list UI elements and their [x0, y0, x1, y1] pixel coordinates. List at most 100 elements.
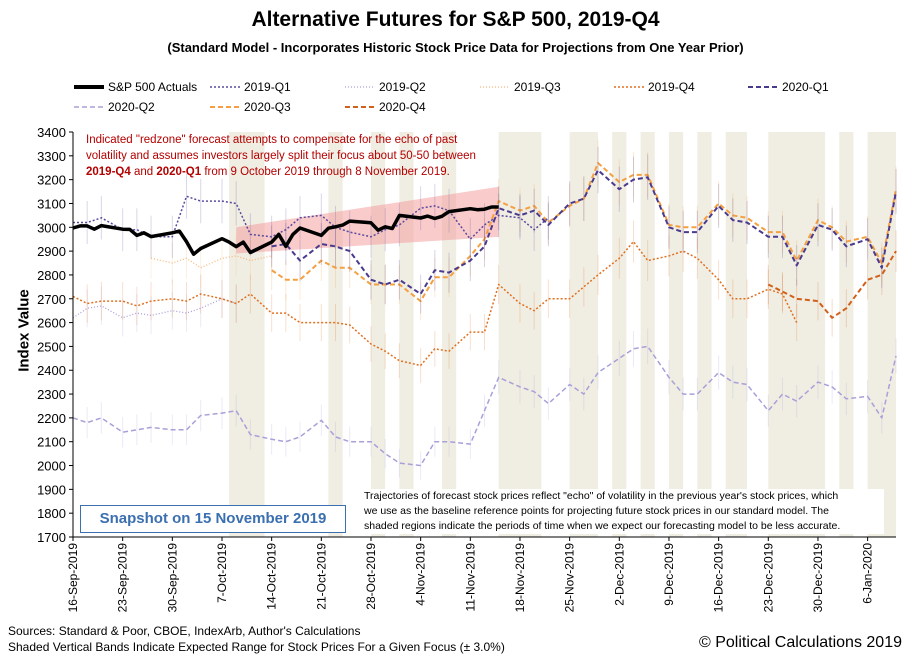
x-tick-label-11: 2-Dec-2019 — [612, 543, 626, 606]
chart-title: Alternative Futures for S&P 500, 2019-Q4 — [251, 8, 660, 31]
redzone-note-q4: 2019-Q4 — [86, 166, 131, 178]
y-tick-label-9: 2600 — [37, 316, 66, 331]
trajectories-note: Trajectories of forecast stock prices re… — [364, 489, 884, 534]
legend-label-q3_19: 2019-Q3 — [514, 80, 561, 94]
legend-label-actual: S&P 500 Actuals — [108, 80, 197, 94]
line-q4_20 — [767, 250, 897, 319]
y-tick-label-4: 2100 — [37, 435, 66, 450]
trajectories-note-line2: we use as the baseline reference points … — [364, 505, 829, 517]
legend-item-actual: S&P 500 Actuals — [74, 80, 197, 94]
sources-text: Sources: Standard & Poor, CBOE, IndexArb… — [8, 624, 361, 638]
legend-label-q4_20: 2020-Q4 — [379, 100, 426, 114]
y-tick-label-5: 2200 — [37, 411, 66, 426]
y-tick-label-0: 1700 — [37, 530, 66, 545]
snapshot-box: Snapshot on 15 November 2019 — [80, 505, 346, 533]
y-tick-label-15: 3200 — [37, 173, 66, 188]
x-tick-label-2: 30-Sep-2019 — [165, 543, 179, 613]
x-tick-label-9: 18-Nov-2019 — [513, 543, 527, 613]
line-q4_19 — [72, 240, 798, 367]
x-tick-label-7: 4-Nov-2019 — [414, 543, 428, 606]
shaded-bands-note: Shaded Vertical Bands Indicate Expected … — [8, 640, 505, 654]
x-tick-label-3: 7-Oct-2019 — [215, 543, 229, 603]
legend-label-q1_19: 2019-Q1 — [244, 80, 291, 94]
x-tick-label-12: 9-Dec-2019 — [662, 543, 676, 606]
legend: S&P 500 Actuals 2019-Q1 2019-Q2 2019-Q3 2019… — [74, 80, 829, 114]
series-q4_20 — [767, 230, 897, 337]
line-q3_20 — [271, 162, 897, 303]
x-tick-label-15: 30-Dec-2019 — [811, 543, 825, 613]
y-tick-label-10: 2700 — [37, 292, 66, 307]
x-tick-label-8: 11-Nov-2019 — [463, 543, 477, 612]
y-tick-label-17: 3400 — [37, 125, 66, 140]
chart-subtitle: (Standard Model - Incorporates Historic … — [167, 40, 744, 55]
series-q2_20 — [72, 328, 897, 480]
redzone-area — [236, 186, 499, 254]
shaded-band-11 — [725, 132, 748, 537]
redzone-note-line2: volatility and assumes investors largely… — [86, 150, 476, 162]
line-q2_20 — [72, 345, 897, 467]
legend-item-q4_19: 2019-Q4 — [614, 80, 695, 94]
x-tick-label-10: 25-Nov-2019 — [563, 543, 577, 613]
series-q3_19 — [150, 235, 273, 289]
y-tick-label-14: 3100 — [37, 196, 66, 211]
x-tick-label-5: 21-Oct-2019 — [314, 543, 328, 610]
redzone-note: Indicated "redzone" forecast attempts to… — [86, 132, 476, 180]
legend-label-q1_20: 2020-Q1 — [782, 80, 829, 94]
x-tick-label-0: 16-Sep-2019 — [66, 543, 80, 613]
legend-item-q2_19: 2019-Q2 — [345, 80, 426, 94]
copyright: © Political Calculations 2019 — [698, 634, 902, 651]
shaded-bands — [229, 132, 896, 537]
series-q2_19 — [72, 279, 237, 337]
series-group — [72, 139, 897, 480]
shaded-band-5 — [498, 132, 542, 537]
y-tick-label-16: 3300 — [37, 149, 66, 164]
shaded-band-2 — [370, 132, 386, 537]
series-q4_19 — [72, 220, 798, 383]
y-tick-label-3: 2000 — [37, 459, 66, 474]
redzone-note-line1: Indicated "redzone" forecast attempts to… — [86, 134, 458, 146]
y-axis-label: Index Value — [15, 289, 33, 372]
x-tick-label-14: 23-Dec-2019 — [761, 543, 775, 613]
trajectories-note-line1: Trajectories of forecast stock prices re… — [364, 490, 839, 502]
legend-label-q2_19: 2019-Q2 — [379, 80, 426, 94]
legend-item-q4_20: 2020-Q4 — [345, 100, 426, 114]
legend-item-q1_20: 2020-Q1 — [748, 80, 829, 94]
x-tick-label-4: 14-Oct-2019 — [265, 543, 279, 610]
series-q1_20 — [271, 146, 897, 314]
line-actual — [72, 205, 499, 256]
y-tick-label-2: 1900 — [37, 482, 66, 497]
legend-item-q3_20: 2020-Q3 — [210, 100, 291, 114]
y-tick-label-12: 2900 — [37, 244, 66, 259]
shaded-band-13 — [839, 132, 854, 537]
line-q3_19 — [150, 255, 272, 269]
series-q3_20 — [271, 139, 897, 321]
y-tick-label-8: 2500 — [37, 339, 66, 354]
legend-label-q3_20: 2020-Q3 — [244, 100, 291, 114]
y-tick-label-6: 2300 — [37, 387, 66, 402]
shaded-band-7 — [612, 132, 627, 537]
shaded-band-9 — [668, 132, 684, 537]
y-tick-label-13: 3000 — [37, 220, 66, 235]
series-actual — [72, 205, 499, 256]
redzone-note-and: and — [133, 166, 154, 178]
shaded-band-14 — [867, 132, 896, 537]
legend-label-q2_20: 2020-Q2 — [108, 100, 155, 114]
y-tick-label-7: 2400 — [37, 363, 66, 378]
axes: 1700 1800 1900 2000 2100 2200 2300 2400 2500 2600… — [37, 125, 896, 612]
redzone-note-q1: 2020-Q1 — [156, 166, 202, 178]
x-tick-label-1: 23-Sep-2019 — [116, 543, 130, 613]
y-tick-label-1: 1800 — [37, 506, 66, 521]
trajectories-note-line3: shaded regions indicate the periods of t… — [364, 520, 841, 532]
line-q2_19 — [72, 298, 237, 319]
x-tick-label-6: 28-Oct-2019 — [364, 543, 378, 610]
legend-item-q2_20: 2020-Q2 — [74, 100, 155, 114]
x-tick-label-16: 6-Jan-2020 — [861, 543, 875, 604]
shaded-band-12 — [768, 132, 826, 537]
y-tick-label-11: 2800 — [37, 268, 66, 283]
legend-item-q3_19: 2019-Q3 — [480, 80, 561, 94]
legend-label-q4_19: 2019-Q4 — [648, 80, 695, 94]
shaded-band-10 — [697, 132, 712, 537]
legend-item-q1_19: 2019-Q1 — [210, 80, 291, 94]
shaded-band-0 — [229, 132, 265, 537]
